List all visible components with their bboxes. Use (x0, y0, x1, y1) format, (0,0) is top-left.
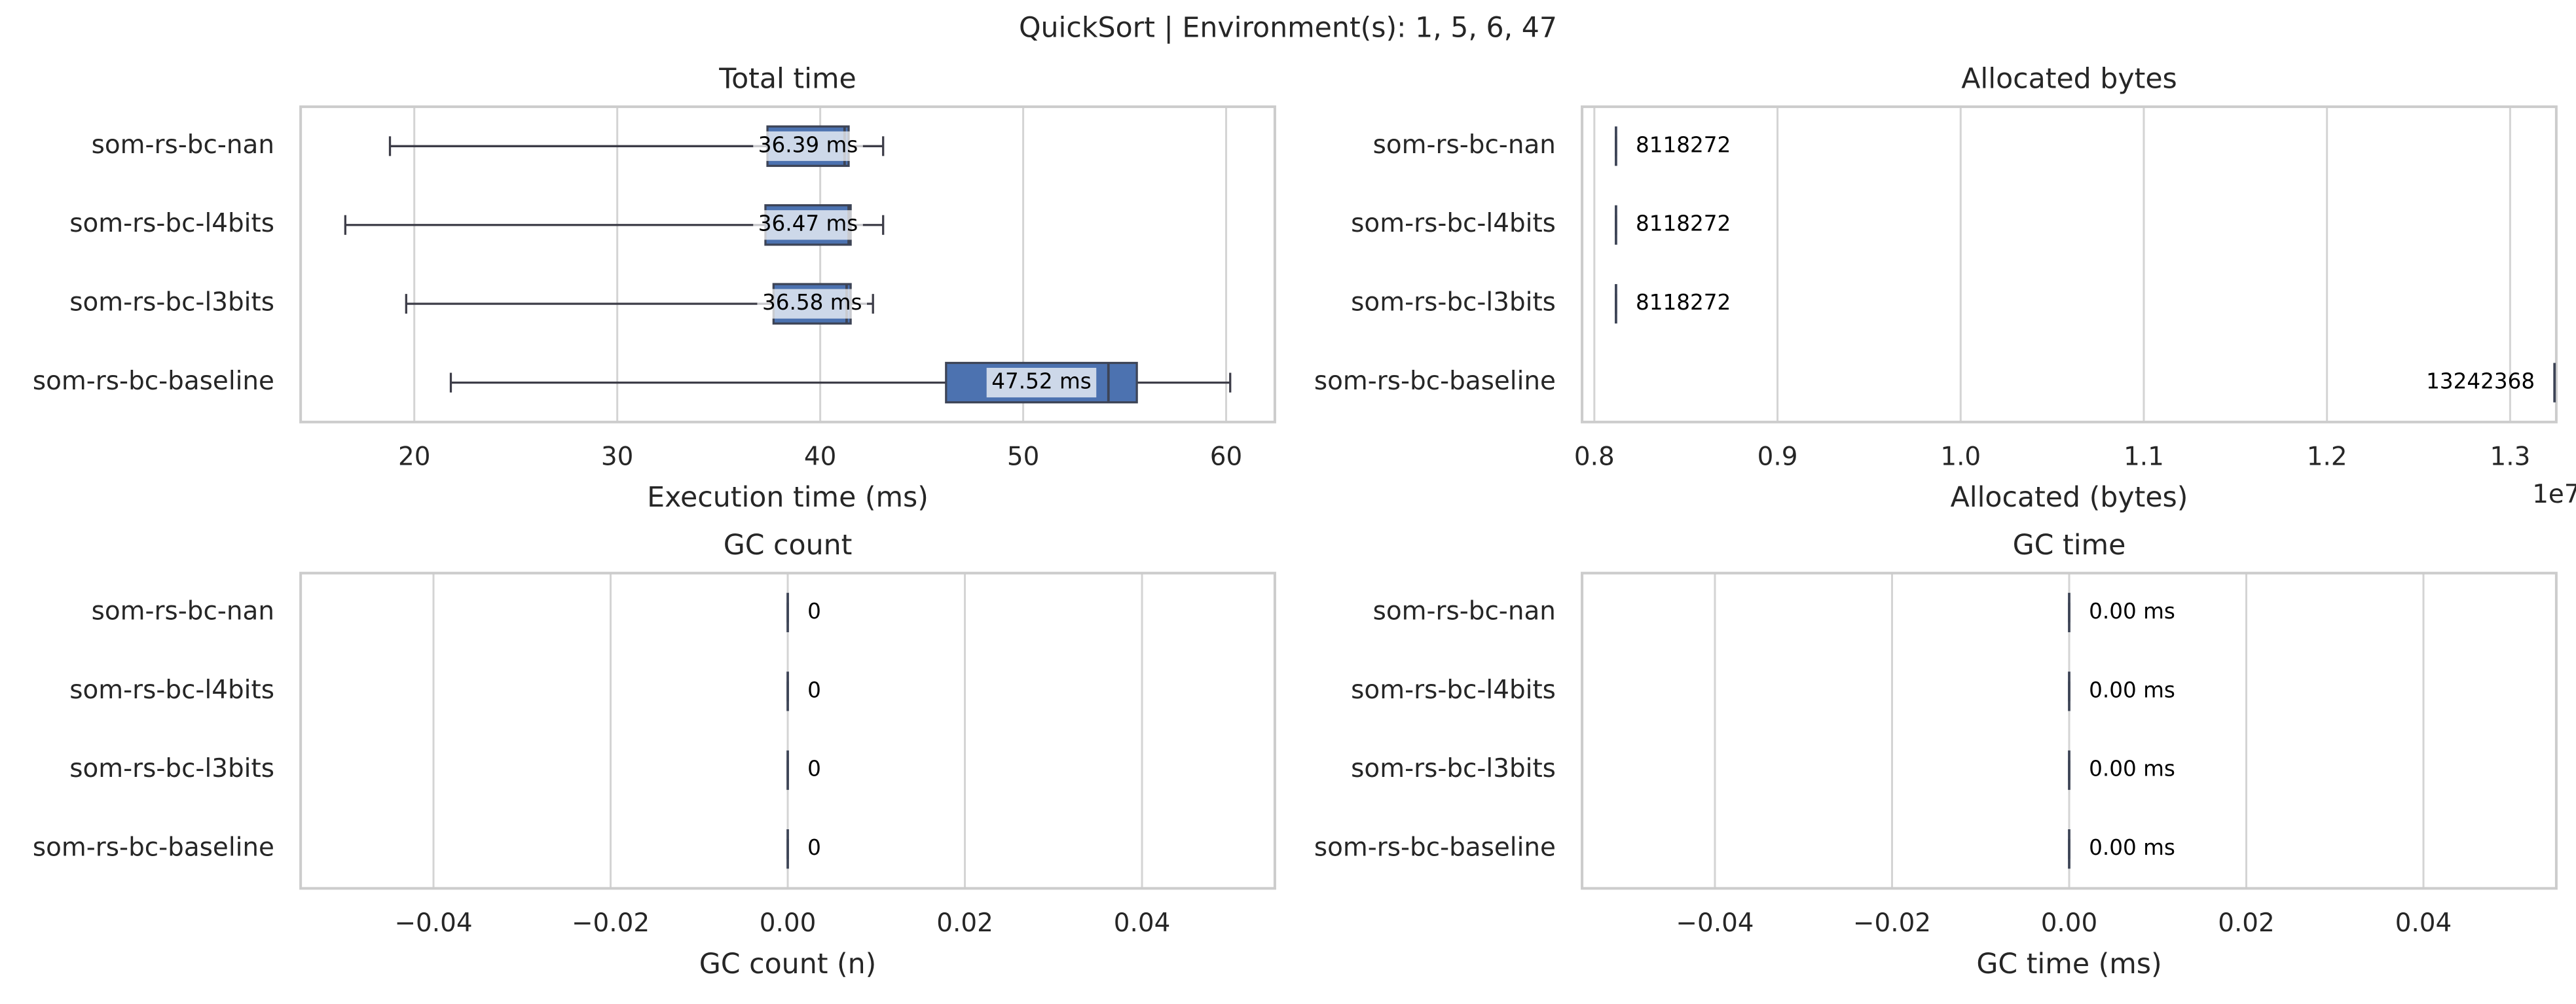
x-tick-label: 30 (601, 442, 633, 472)
y-tick-label: som-rs-bc-nan (1373, 130, 1556, 160)
x-axis-label: Allocated (bytes) (1951, 481, 2188, 514)
y-tick-label: som-rs-bc-l4bits (1351, 675, 1556, 705)
y-tick-label: som-rs-bc-l4bits (69, 675, 274, 705)
x-axis-label: Execution time (ms) (647, 481, 929, 514)
panel-title: GC count (724, 529, 853, 562)
x-tick-label: 0.00 (760, 908, 817, 938)
y-tick-label: som-rs-bc-baseline (1314, 367, 1556, 396)
y-tick-label: som-rs-bc-l3bits (69, 754, 274, 783)
value-label: 0 (807, 835, 821, 860)
x-tick-label: 0.04 (1114, 908, 1171, 938)
x-tick-label: 40 (804, 442, 836, 472)
x-tick-label: 0.00 (2041, 908, 2098, 938)
value-label: 0 (807, 599, 821, 624)
plot-frame (299, 105, 1276, 423)
x-tick-label: 1.0 (1940, 442, 1981, 472)
panel-title: Allocated bytes (1961, 62, 2177, 95)
x-axis-label: GC time (ms) (1976, 948, 2162, 980)
value-label: 8118272 (1636, 132, 1731, 157)
x-tick-label: 0.02 (2218, 908, 2275, 938)
value-label: 8118272 (1636, 290, 1731, 315)
y-tick-label: som-rs-bc-l3bits (1351, 288, 1556, 317)
value-label: 47.52 ms (991, 369, 1091, 394)
x-tick-label: 0.8 (1574, 442, 1615, 472)
value-label-background (753, 131, 863, 161)
value-label: 0.00 ms (2089, 677, 2175, 702)
value-label: 36.39 ms (758, 132, 858, 157)
y-tick-label: som-rs-bc-baseline (1314, 833, 1556, 863)
value-label: 0 (807, 677, 821, 702)
y-tick-label: som-rs-bc-nan (92, 130, 274, 160)
y-tick-label: som-rs-bc-l3bits (69, 288, 274, 317)
value-label: 0.00 ms (2089, 835, 2175, 860)
value-label: 0.00 ms (2089, 599, 2175, 624)
x-tick-label: 1.3 (2490, 442, 2530, 472)
plot-frame (1581, 105, 2558, 423)
value-label: 36.47 ms (758, 211, 858, 236)
y-tick-label: som-rs-bc-l4bits (69, 209, 274, 238)
y-tick-label: som-rs-bc-baseline (33, 367, 274, 396)
plot-frame (1581, 571, 2558, 890)
panel-title: GC time (2013, 529, 2126, 562)
x-tick-label: 0.9 (1757, 442, 1798, 472)
y-tick-label: som-rs-bc-nan (1373, 596, 1556, 626)
y-tick-label: som-rs-bc-baseline (33, 833, 274, 863)
x-tick-label: −0.02 (1853, 908, 1931, 938)
value-label: 0.00 ms (2089, 757, 2175, 781)
axis-offset-text: 1e7 (2532, 480, 2576, 509)
x-tick-label: 50 (1007, 442, 1039, 472)
y-tick-label: som-rs-bc-l3bits (1351, 754, 1556, 783)
x-tick-label: 1.1 (2124, 442, 2164, 472)
figure-title: QuickSort | Environment(s): 1, 5, 6, 47 (1019, 12, 1557, 45)
value-label: 13242368 (2426, 369, 2535, 394)
x-tick-label: 1.2 (2307, 442, 2347, 472)
x-tick-label: 60 (1210, 442, 1242, 472)
y-tick-label: som-rs-bc-nan (92, 596, 274, 626)
panel-title: Total time (718, 62, 856, 95)
x-tick-label: 0.02 (936, 908, 993, 938)
value-label-background (753, 210, 863, 240)
value-label: 8118272 (1636, 211, 1731, 236)
x-tick-label: −0.02 (572, 908, 650, 938)
value-label-background (757, 289, 867, 319)
x-tick-label: 20 (398, 442, 430, 472)
plot-frame (299, 571, 1276, 890)
y-tick-label: som-rs-bc-l4bits (1351, 209, 1556, 238)
value-label: 36.58 ms (762, 290, 862, 315)
x-axis-label: GC count (n) (699, 948, 877, 980)
value-label-background (986, 368, 1097, 398)
x-tick-label: −0.04 (1676, 908, 1754, 938)
value-label: 0 (807, 757, 821, 781)
x-tick-label: −0.04 (394, 908, 472, 938)
x-tick-label: 0.04 (2395, 908, 2452, 938)
